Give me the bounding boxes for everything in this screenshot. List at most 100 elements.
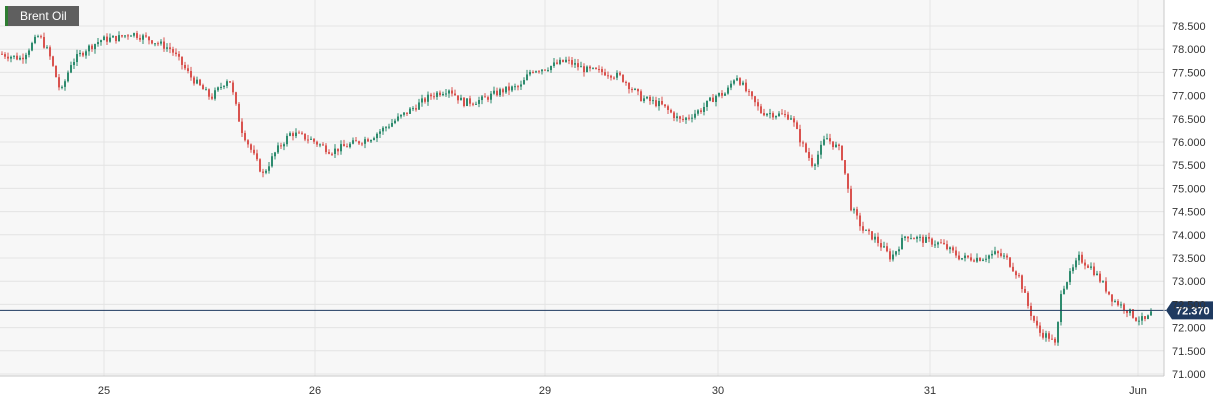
candle-body [406, 112, 408, 114]
candle-body [865, 229, 867, 231]
candle-body [640, 91, 642, 102]
current-price-label: 72.370 [1176, 305, 1210, 317]
candle-body [103, 36, 105, 41]
candle-body [997, 251, 999, 254]
candle-body [538, 71, 540, 73]
candle-body [892, 254, 894, 260]
candle-body [286, 135, 288, 145]
current-price-group: 72.370 [0, 301, 1213, 320]
candle-body [253, 149, 255, 154]
candle-body [619, 72, 621, 75]
candle-body [196, 79, 198, 84]
candle-body [982, 259, 984, 261]
candle-body [283, 144, 285, 147]
candle-body [511, 86, 513, 91]
candle-body [250, 144, 252, 150]
candle-body [76, 54, 78, 63]
candle-body [1060, 294, 1062, 323]
candle-body [1111, 294, 1113, 302]
candle-body [643, 98, 645, 102]
x-tick-label: Jun [1129, 385, 1147, 397]
candle-body [907, 236, 909, 239]
candle-body [529, 71, 531, 75]
candle-body [109, 37, 111, 42]
candle-body [448, 90, 450, 94]
y-tick-label: 75.500 [1172, 160, 1206, 172]
candle-body [1078, 254, 1080, 261]
candle-body [265, 170, 267, 173]
candle-body [601, 69, 603, 73]
candle-body [1, 53, 3, 55]
candle-body [736, 78, 738, 81]
candle-body [400, 114, 402, 117]
candle-body [649, 96, 651, 101]
candle-body [853, 209, 855, 211]
candle-body [886, 246, 888, 252]
candle-body [349, 143, 351, 148]
candle-body [694, 113, 696, 118]
candle-body [1120, 304, 1122, 306]
candle-body [1072, 267, 1074, 272]
candle-body [469, 98, 471, 104]
candle-body [1006, 255, 1008, 258]
candle-body [565, 59, 567, 62]
candle-body [1033, 315, 1035, 321]
candle-body [1051, 338, 1053, 340]
candle-body [742, 82, 744, 85]
candle-body [202, 85, 204, 90]
candle-body [811, 158, 813, 166]
candle-body [544, 69, 546, 71]
candle-body [385, 127, 387, 129]
candle-body [472, 103, 474, 105]
candle-body [13, 55, 15, 57]
candle-body [856, 209, 858, 216]
candle-body [781, 113, 783, 115]
candle-body [880, 243, 882, 248]
candle-body [724, 93, 726, 96]
candle-body [895, 251, 897, 255]
candle-body [199, 79, 201, 86]
candle-body [88, 45, 90, 52]
candle-body [1021, 275, 1023, 290]
candle-body [1042, 332, 1044, 338]
candle-body [247, 140, 249, 145]
candle-body [130, 35, 132, 37]
candle-body [22, 57, 24, 60]
candle-body [802, 142, 804, 144]
candle-body [415, 108, 417, 110]
candle-body [652, 100, 654, 102]
candle-body [787, 114, 789, 120]
candle-body [835, 144, 837, 148]
y-tick-label: 73.500 [1172, 253, 1206, 265]
candle-body [820, 144, 822, 155]
candle-body [328, 152, 330, 154]
candle-body [190, 71, 192, 78]
candle-body [586, 66, 588, 73]
candle-body [487, 97, 489, 100]
candle-body [307, 139, 309, 141]
candle-body [592, 67, 594, 69]
candle-body [1087, 265, 1089, 268]
candle-body [412, 108, 414, 110]
candle-body [631, 89, 633, 91]
candle-body [871, 231, 873, 240]
candle-body [814, 164, 816, 166]
candle-body [550, 65, 552, 71]
candle-body [340, 144, 342, 152]
candle-body [985, 258, 987, 260]
candle-body [223, 85, 225, 87]
candle-body [1045, 333, 1047, 338]
candle-body [28, 50, 30, 55]
y-tick-label: 78.000 [1172, 44, 1206, 56]
candle-body [1084, 262, 1086, 266]
candle-body [139, 37, 141, 40]
candle-body [403, 112, 405, 115]
candle-body [160, 41, 162, 44]
candle-body [823, 139, 825, 145]
candle-body [922, 236, 924, 243]
candle-body [169, 47, 171, 50]
candle-body [553, 62, 555, 66]
candle-body [919, 236, 921, 238]
x-tick-label: 25 [98, 385, 110, 397]
candle-body [1000, 253, 1002, 256]
